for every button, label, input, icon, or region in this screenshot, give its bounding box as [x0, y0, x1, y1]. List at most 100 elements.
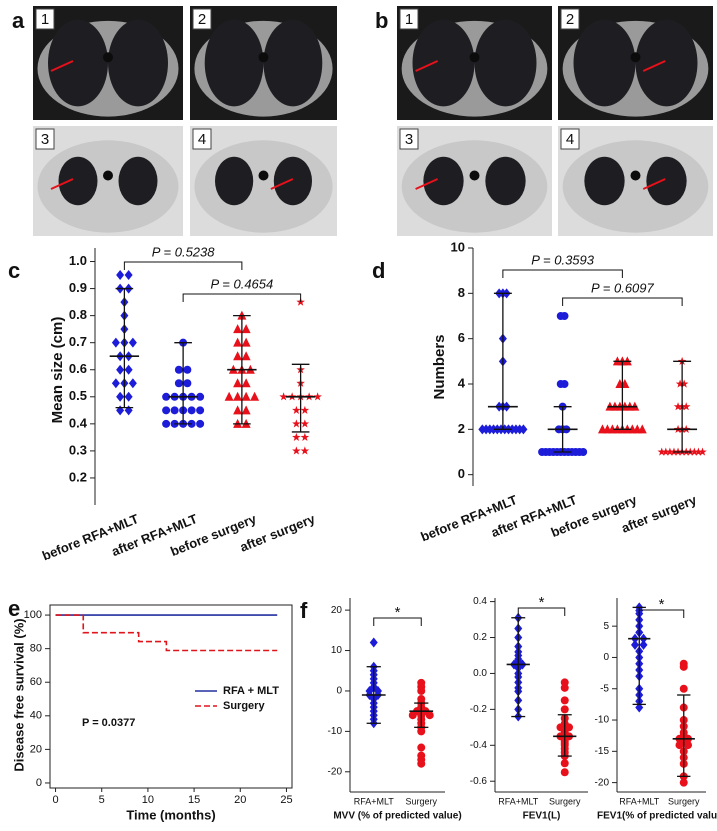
- dot: [675, 379, 685, 388]
- dot: [124, 270, 133, 281]
- x-axis-label: FEV1(L): [523, 811, 561, 822]
- ct-lung: [58, 156, 98, 206]
- bracket: [517, 607, 566, 616]
- x-tick-label: before RFA+MLT: [418, 492, 519, 544]
- annotation: P = 0.4654: [210, 276, 273, 291]
- y-tick-label: 40: [30, 710, 42, 722]
- ct-trachea: [630, 52, 641, 63]
- y-tick-label: 0.0: [473, 668, 487, 679]
- dot: [300, 419, 310, 428]
- dot: [128, 378, 137, 389]
- dot: [162, 419, 171, 428]
- dot: [690, 447, 699, 456]
- dot: [673, 402, 683, 411]
- dot: [681, 402, 691, 411]
- x-tick-label: Surgery: [668, 796, 700, 806]
- dot: [639, 639, 648, 650]
- x-tick-label: RFA+MLT: [354, 796, 395, 806]
- dot: [560, 759, 569, 768]
- dot: [657, 447, 667, 456]
- dot: [560, 312, 569, 320]
- y-tick-label: 0: [603, 652, 609, 663]
- dot: [684, 741, 692, 750]
- arrow: [50, 178, 74, 190]
- panel-label: f: [300, 598, 308, 623]
- dot: [560, 705, 569, 714]
- dot: [631, 639, 639, 650]
- ct-lung: [474, 19, 537, 107]
- dot: [292, 419, 301, 428]
- annotation: P = 0.5238: [152, 244, 216, 259]
- dot: [241, 337, 251, 347]
- dot: [417, 686, 426, 695]
- dot: [174, 365, 183, 374]
- y-tick-label: 0: [36, 777, 42, 789]
- x-axis-label: Time (months): [126, 807, 215, 822]
- dot: [679, 684, 688, 693]
- x-tick-label: Surgery: [405, 796, 437, 806]
- dot: [560, 683, 569, 692]
- dot: [233, 337, 243, 347]
- annotation: *: [395, 604, 401, 621]
- dot: [187, 406, 196, 415]
- dot: [279, 392, 288, 401]
- dot: [116, 364, 125, 375]
- ct-body: [562, 140, 709, 233]
- dot: [300, 405, 310, 414]
- dot: [124, 405, 133, 416]
- bracket: [123, 261, 243, 270]
- ct-lung: [48, 19, 108, 107]
- dot: [116, 391, 125, 402]
- image-number-box: [560, 8, 580, 30]
- dot: [679, 662, 688, 671]
- y-tick-label: -20: [595, 777, 610, 788]
- x-tick-label: Surgery: [549, 796, 581, 806]
- ct-lung: [204, 19, 264, 107]
- y-tick-label: 80: [30, 643, 42, 655]
- x-tick-label: before RFA+MLT: [40, 511, 141, 563]
- dot: [162, 392, 171, 401]
- x-tick-label: RFA+MLT: [619, 796, 660, 806]
- dot: [183, 379, 192, 388]
- dot: [369, 637, 378, 648]
- dot: [111, 378, 120, 389]
- x-axis-label: FEV1(% of predicted value): [597, 811, 717, 822]
- ct-lung: [263, 19, 323, 107]
- ct-lung: [108, 19, 168, 107]
- y-axis-label: Mean size (cm): [49, 317, 66, 424]
- dot: [637, 424, 647, 434]
- bracket: [182, 293, 302, 302]
- dot: [124, 364, 133, 375]
- image-number-box: [192, 8, 212, 30]
- dot: [116, 270, 125, 281]
- ct-lung: [412, 19, 475, 107]
- dot: [292, 446, 301, 455]
- legend-label: Surgery: [223, 700, 265, 712]
- ct-lung: [584, 156, 625, 206]
- dot: [292, 432, 301, 442]
- dot: [162, 406, 171, 415]
- y-tick-label: -15: [595, 746, 610, 757]
- dot: [560, 768, 569, 777]
- annotation: *: [659, 596, 665, 613]
- y-tick-label: -10: [595, 715, 610, 726]
- y-tick-label: 5: [603, 621, 609, 632]
- dot: [241, 391, 251, 401]
- bracket: [502, 269, 623, 278]
- image-number: 2: [566, 11, 574, 28]
- dot: [292, 405, 301, 414]
- dot: [694, 447, 703, 456]
- dot: [408, 711, 417, 720]
- dot: [128, 337, 137, 348]
- y-tick-label: 0: [458, 466, 465, 481]
- plot-frame: [49, 604, 293, 789]
- dot: [233, 378, 243, 388]
- image-number-box: [35, 128, 55, 150]
- dot: [313, 392, 322, 401]
- x-tick-label: RFA+MLT: [498, 796, 539, 806]
- arrow: [642, 60, 666, 72]
- annotation: *: [539, 594, 545, 611]
- y-axis-label: Numbers: [431, 334, 448, 399]
- y-tick-label: 0.4: [473, 596, 487, 607]
- panel-label: e: [8, 596, 20, 621]
